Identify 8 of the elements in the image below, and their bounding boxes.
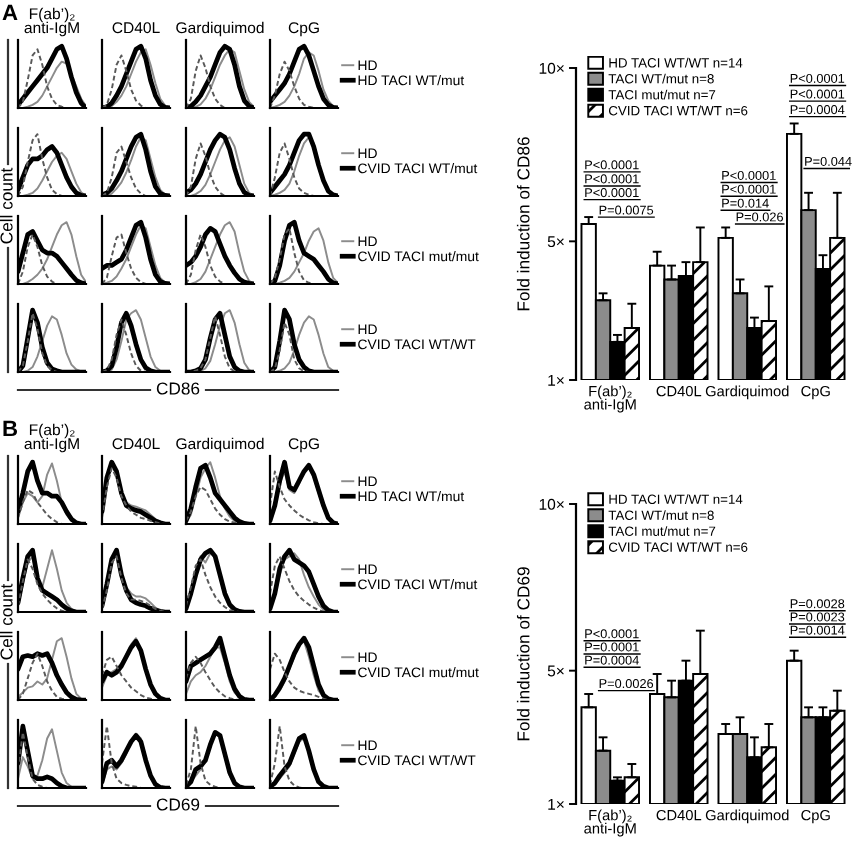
x-axis-title: CD69 — [156, 798, 200, 811]
y-axis-title: Cell count — [0, 583, 13, 660]
text: A — [2, 4, 18, 21]
text: B — [3, 420, 18, 437]
y-axis-title: Fold induction of CD86 — [516, 137, 530, 311]
x-axis-title: CD86 — [156, 382, 200, 395]
y-axis-title: Fold induction of CD69 — [516, 567, 530, 741]
y-axis-title: Cell count — [0, 167, 13, 244]
